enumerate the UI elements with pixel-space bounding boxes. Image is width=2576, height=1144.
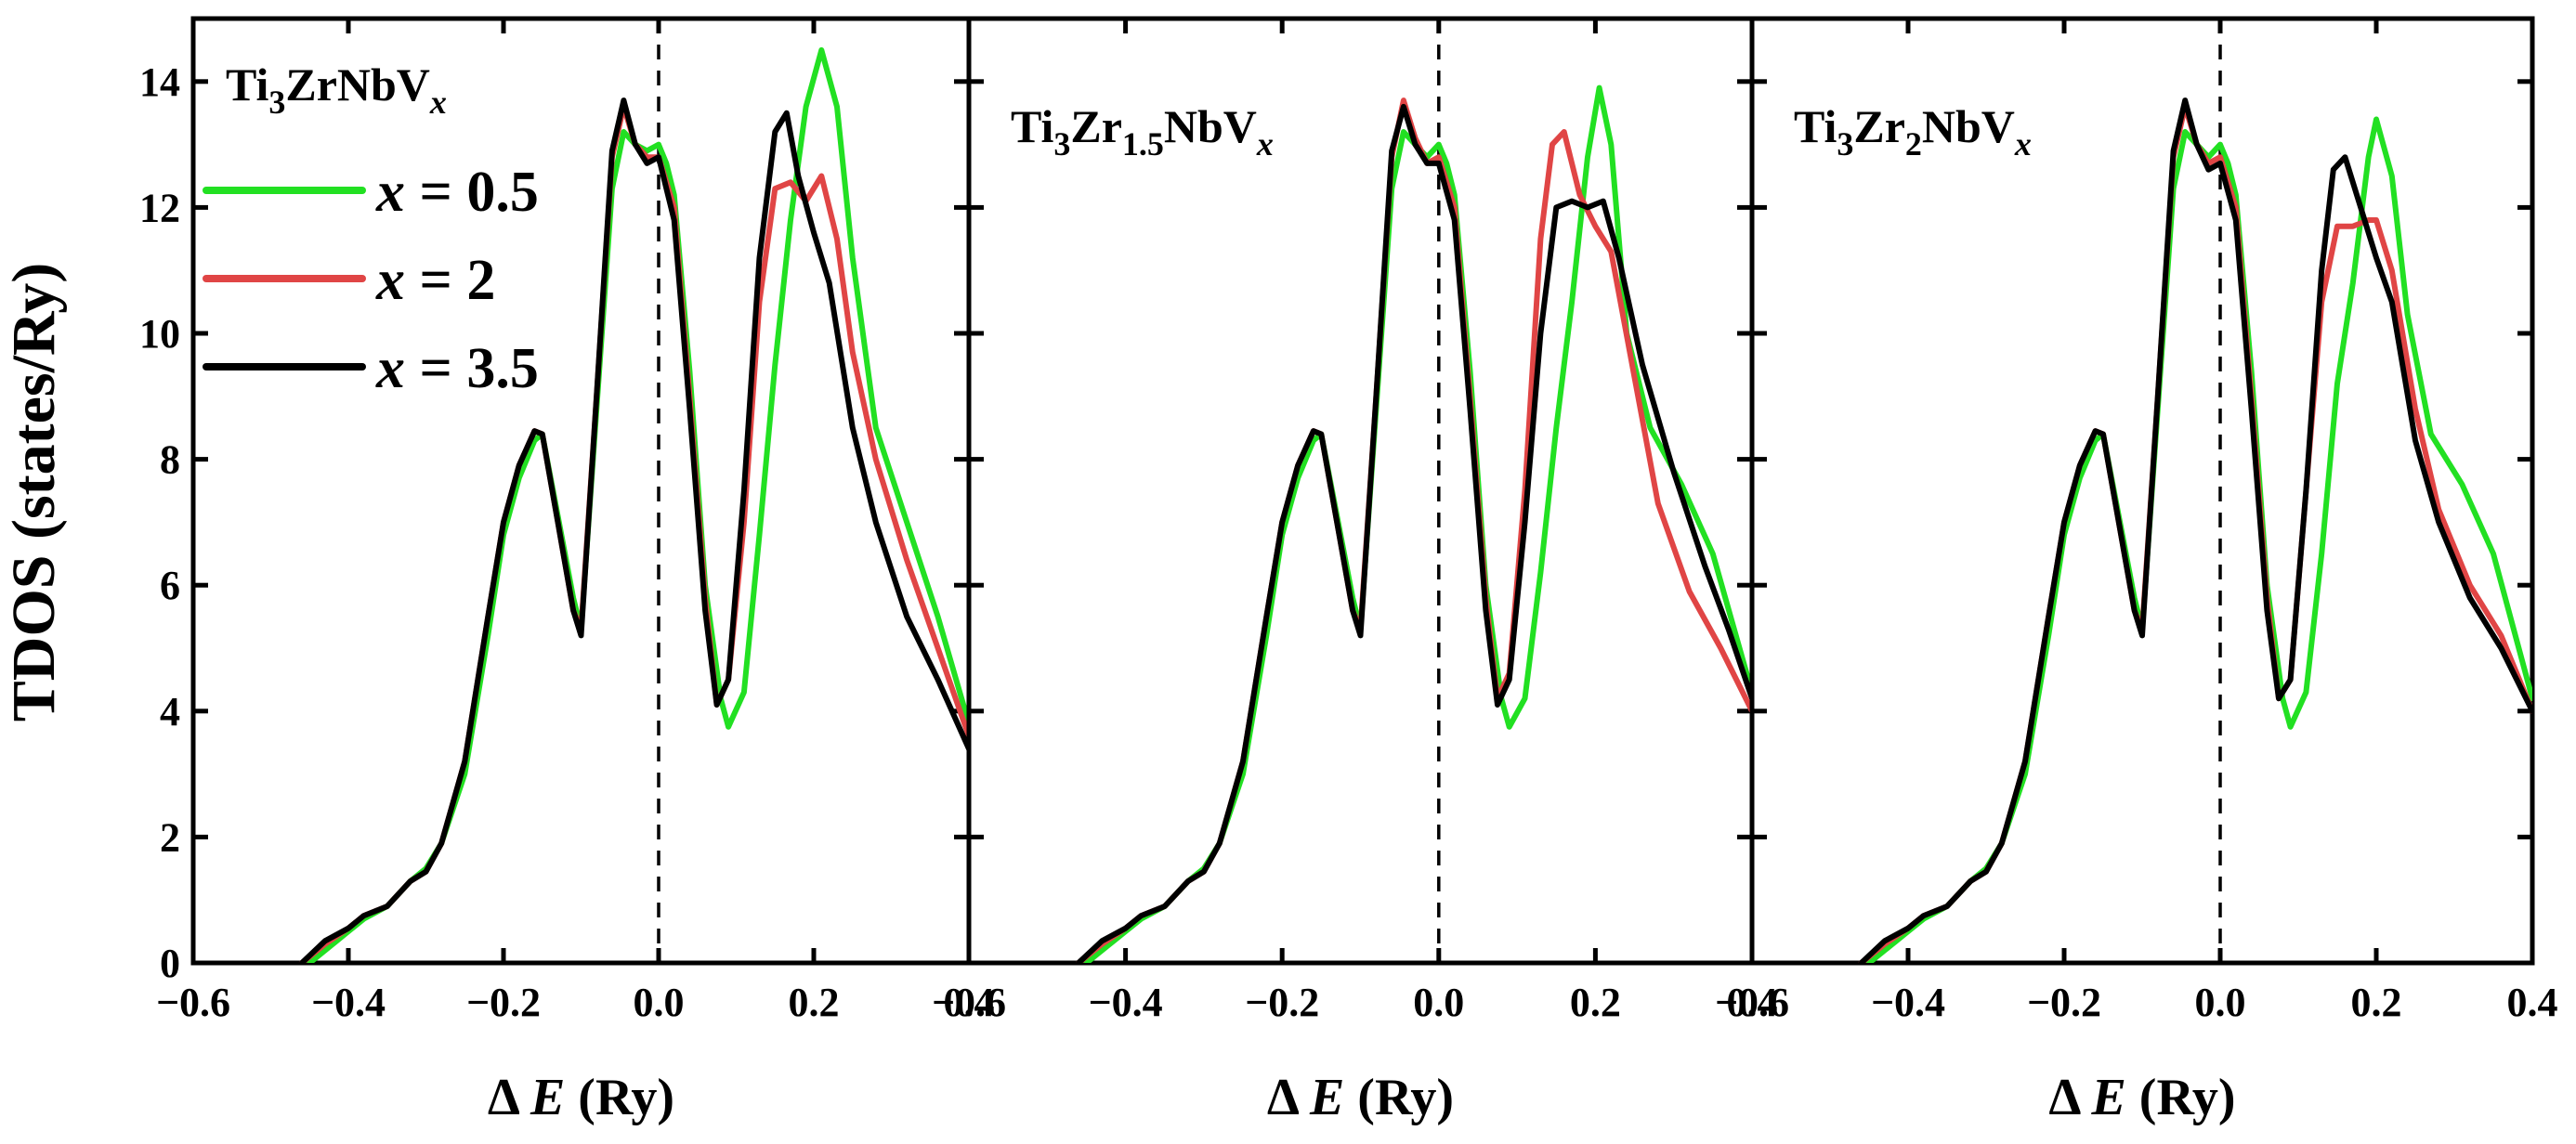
x-tick-label: 0.4 (944, 980, 995, 1025)
x-tick-label: −0.6 (1715, 980, 1789, 1025)
panel-title: Ti3Zr1.5NbVx (1011, 100, 1274, 162)
x-tick-label: −0.4 (1089, 980, 1163, 1025)
x-tick-label: 0.2 (2351, 980, 2402, 1025)
panel-frame (190, 16, 972, 966)
legend-entry: x = 2 (203, 249, 495, 312)
y-tick-label: 2 (160, 814, 180, 860)
legend-label: x = 2 (375, 249, 495, 312)
y-tick-label: 12 (139, 185, 180, 230)
panel-3: −0.6 −0.4 −0.2 0.0 0.2 0.4 Ti3Zr2NbVx Δ E (Ry) (1715, 16, 2558, 1126)
x-tick-label: −0.4 (311, 980, 386, 1025)
panel-title: Ti3ZrNbVx (226, 58, 447, 121)
x-tick-label: −0.6 (156, 980, 230, 1025)
y-tick-label: 10 (139, 311, 180, 357)
series-line-x-3-5 (1076, 103, 1752, 963)
x-axis-label: Δ E (Ry) (2048, 1069, 2235, 1126)
panel-frame (1749, 16, 2535, 966)
x-tick-label: −0.2 (2027, 980, 2101, 1025)
series-group (1858, 98, 2532, 963)
legend-label: x = 3.5 (375, 337, 539, 400)
x-tick-label: 0.4 (2507, 980, 2558, 1025)
legend-entry: x = 0.5 (203, 161, 539, 224)
legend: x = 0.5 x = 2 x = 3.5 (203, 161, 539, 400)
x-tick-label: 0.0 (1413, 980, 1464, 1025)
series-line-x-2 (1076, 98, 1752, 963)
x-axis-label: Δ E (Ry) (1267, 1069, 1454, 1126)
y-tick-label: 8 (160, 437, 180, 483)
y-axis-label: TDOS (states/Ry) (0, 263, 68, 722)
panel-2: −0.6 −0.4 −0.2 0.0 0.2 0.4 Ti3Zr1.5NbVx Δ E (Ry… (932, 16, 1778, 1126)
panel-frame (966, 16, 1755, 966)
y-tick-label: 6 (160, 563, 180, 608)
panel-1: 0 2 4 6 8 10 12 14 −0.6 −0.4 −0.2 0.0 0.2 0.4 Ti3ZrNbV… (139, 16, 995, 1126)
y-tick-label: 14 (139, 59, 180, 105)
series-group (1076, 84, 1752, 963)
panel-title: Ti3Zr2NbVx (1794, 100, 2032, 162)
x-tick-label: 0.0 (634, 980, 685, 1025)
x-tick-label: −0.6 (932, 980, 1006, 1025)
series-line-x-2 (1858, 103, 2532, 963)
x-tick-label: −0.2 (1245, 980, 1319, 1025)
y-tick-label: 4 (160, 689, 180, 734)
x-tick-label: −0.4 (1871, 980, 1945, 1025)
x-tick-label: 0.4 (1727, 980, 1778, 1025)
x-tick-label: 0.0 (2195, 980, 2246, 1025)
series-line-x-0-5 (1866, 116, 2532, 963)
x-tick-label: −0.2 (466, 980, 541, 1025)
y-tick-label: 0 (160, 941, 180, 986)
series-line-x-2 (298, 103, 969, 963)
x-axis-label: Δ E (Ry) (488, 1069, 674, 1126)
series-line-x-3-5 (298, 98, 969, 963)
legend-label: x = 0.5 (375, 161, 539, 224)
series-group (298, 46, 969, 963)
series-line-x-0-5 (1083, 84, 1752, 963)
panels: 0 2 4 6 8 10 12 14 −0.6 −0.4 −0.2 0.0 0.2 0.4 Ti3ZrNbV… (139, 16, 2558, 1126)
x-tick-label: 0.2 (1570, 980, 1621, 1025)
series-line-x-3-5 (1858, 98, 2532, 963)
legend-entry: x = 3.5 (203, 337, 539, 400)
x-tick-label: 0.2 (789, 980, 840, 1025)
